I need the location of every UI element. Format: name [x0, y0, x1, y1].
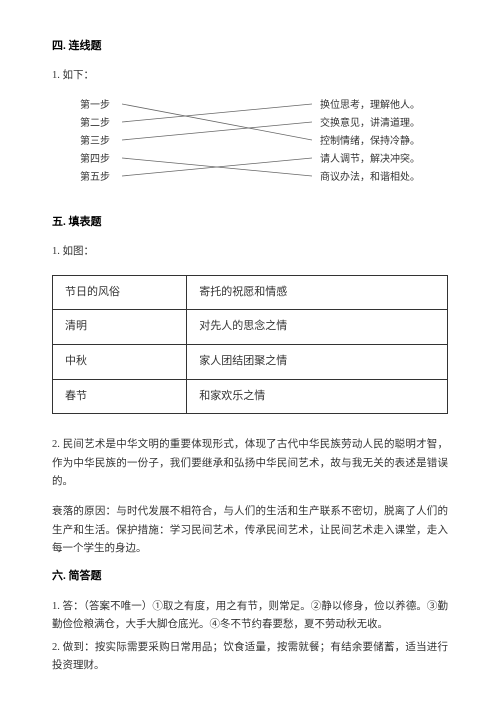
match-lines-svg [122, 98, 312, 190]
section-4: 四. 连线题 1. 如下： 第一步 第二步 第三步 第四步 第五步 换位思考，理… [52, 38, 448, 190]
matching-diagram: 第一步 第二步 第三步 第四步 第五步 换位思考，理解他人。 交换意见，讲清道理… [80, 98, 420, 190]
festival-table-wrap: 节日的风俗 寄托的祝愿和情感 清明 对先人的思念之情 中秋 家人团结团聚之情 春… [52, 275, 448, 414]
match-left-0: 第一步 [80, 98, 110, 114]
section-4-item-label: 1. 如下： [52, 68, 448, 85]
match-left-3: 第四步 [80, 152, 110, 168]
match-right-0: 换位思考，理解他人。 [320, 98, 420, 114]
match-left-4: 第五步 [80, 170, 110, 186]
table-row: 中秋 家人团结团聚之情 [53, 344, 448, 379]
match-right-2: 控制情绪，保持冷静。 [320, 134, 420, 150]
table-cell: 春节 [53, 379, 187, 414]
match-left-2: 第三步 [80, 134, 110, 150]
section-6-answer2: 2. 做到：按实际需要采购日常用品；饮食适量，按需就餐；有结余要储蓄，适当进行投… [52, 639, 448, 676]
section-5-item2-para2: 衰落的原因：与时代发展不相符合，与人们的生活和生产联系不密切，脱离了人们的生产和… [52, 503, 448, 558]
table-cell: 节日的风俗 [53, 275, 187, 310]
section-6-answer1: 1. 答：（答案不唯一）①取之有度，用之有节，则常足。②静以修身，俭以养德。③勤… [52, 598, 448, 635]
festival-table: 节日的风俗 寄托的祝愿和情感 清明 对先人的思念之情 中秋 家人团结团聚之情 春… [52, 275, 448, 414]
table-row: 春节 和家欢乐之情 [53, 379, 448, 414]
section-5: 五. 填表题 1. 如图： 节日的风俗 寄托的祝愿和情感 清明 对先人的思念之情… [52, 214, 448, 558]
table-row: 节日的风俗 寄托的祝愿和情感 [53, 275, 448, 310]
match-left-1: 第二步 [80, 116, 110, 132]
table-cell: 对先人的思念之情 [187, 310, 448, 345]
section-5-heading: 五. 填表题 [52, 214, 448, 232]
match-right-3: 请人调节，解决冲突。 [320, 152, 420, 168]
section-6: 六. 简答题 1. 答：（答案不唯一）①取之有度，用之有节，则常足。②静以修身，… [52, 568, 448, 675]
table-cell: 家人团结团聚之情 [187, 344, 448, 379]
section-5-item1-label: 1. 如图： [52, 244, 448, 261]
table-row: 清明 对先人的思念之情 [53, 310, 448, 345]
table-cell: 寄托的祝愿和情感 [187, 275, 448, 310]
section-6-heading: 六. 简答题 [52, 568, 448, 586]
match-right-1: 交换意见，讲清道理。 [320, 116, 420, 132]
match-right-4: 商议办法，和谐相处。 [320, 170, 420, 186]
section-4-heading: 四. 连线题 [52, 38, 448, 56]
section-5-item2-para1: 2. 民间艺术是中华文明的重要体现形式，体现了古代中华民族劳动人民的聪明才智，作… [52, 436, 448, 491]
table-cell: 中秋 [53, 344, 187, 379]
table-cell: 和家欢乐之情 [187, 379, 448, 414]
table-cell: 清明 [53, 310, 187, 345]
